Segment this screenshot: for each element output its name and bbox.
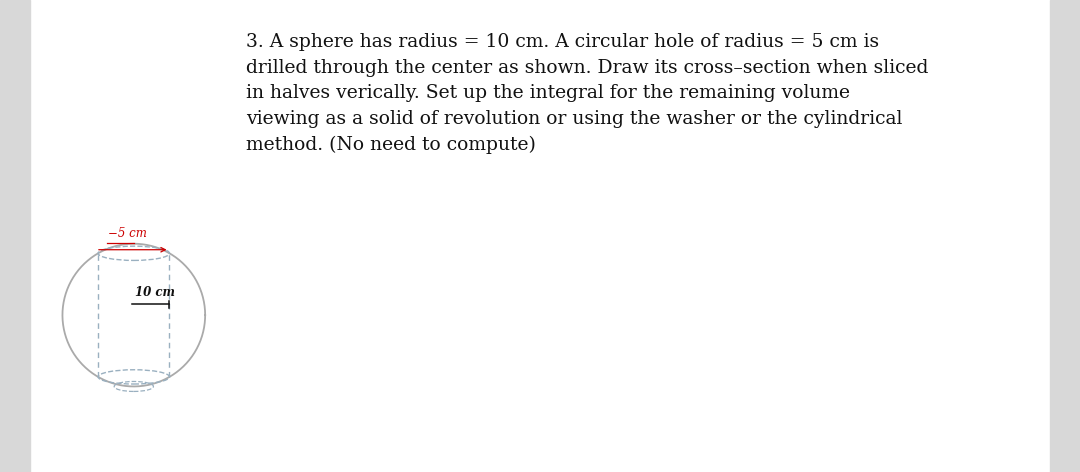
Bar bbox=[1050, 0, 1080, 472]
Text: 3. A sphere has radius = 10 cm. A circular hole of radius = 5 cm is
drilled thro: 3. A sphere has radius = 10 cm. A circul… bbox=[246, 33, 929, 154]
Text: 10 cm: 10 cm bbox=[135, 287, 175, 299]
Text: −5 cm: −5 cm bbox=[108, 228, 147, 240]
Bar bbox=[0, 0, 30, 472]
